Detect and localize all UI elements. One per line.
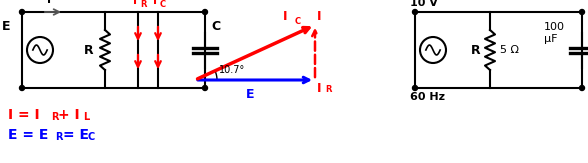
Circle shape xyxy=(413,9,417,15)
Circle shape xyxy=(580,9,584,15)
Text: C: C xyxy=(87,132,94,142)
Text: μF: μF xyxy=(544,34,557,44)
Text: + I: + I xyxy=(58,108,79,122)
Text: E: E xyxy=(2,20,10,33)
Text: R: R xyxy=(55,132,62,142)
Text: I: I xyxy=(317,10,322,23)
Text: I = I: I = I xyxy=(8,108,39,122)
Text: I: I xyxy=(153,0,157,6)
Circle shape xyxy=(202,9,208,15)
Text: C: C xyxy=(295,17,301,26)
Text: I: I xyxy=(282,10,287,23)
Text: R: R xyxy=(140,0,146,9)
Text: = E: = E xyxy=(63,128,89,142)
Text: R: R xyxy=(471,44,481,57)
Text: 100: 100 xyxy=(544,22,565,32)
Text: 5 Ω: 5 Ω xyxy=(500,45,519,55)
Circle shape xyxy=(413,86,417,90)
Circle shape xyxy=(202,86,208,90)
Text: R: R xyxy=(51,112,58,122)
Text: R: R xyxy=(325,85,332,94)
Circle shape xyxy=(580,86,584,90)
Text: I: I xyxy=(133,0,137,6)
Text: C: C xyxy=(160,0,166,9)
Text: C: C xyxy=(211,20,220,33)
Text: E = E: E = E xyxy=(8,128,48,142)
Text: C: C xyxy=(587,44,588,57)
Text: I: I xyxy=(47,0,51,5)
Circle shape xyxy=(19,9,25,15)
Text: 60 Hz: 60 Hz xyxy=(410,92,445,102)
Text: R: R xyxy=(84,44,94,57)
Text: E: E xyxy=(246,88,254,101)
Text: 10.7°: 10.7° xyxy=(219,65,245,75)
Text: I: I xyxy=(317,82,322,95)
Text: L: L xyxy=(83,112,89,122)
Circle shape xyxy=(19,86,25,90)
Text: 10 V: 10 V xyxy=(410,0,438,8)
